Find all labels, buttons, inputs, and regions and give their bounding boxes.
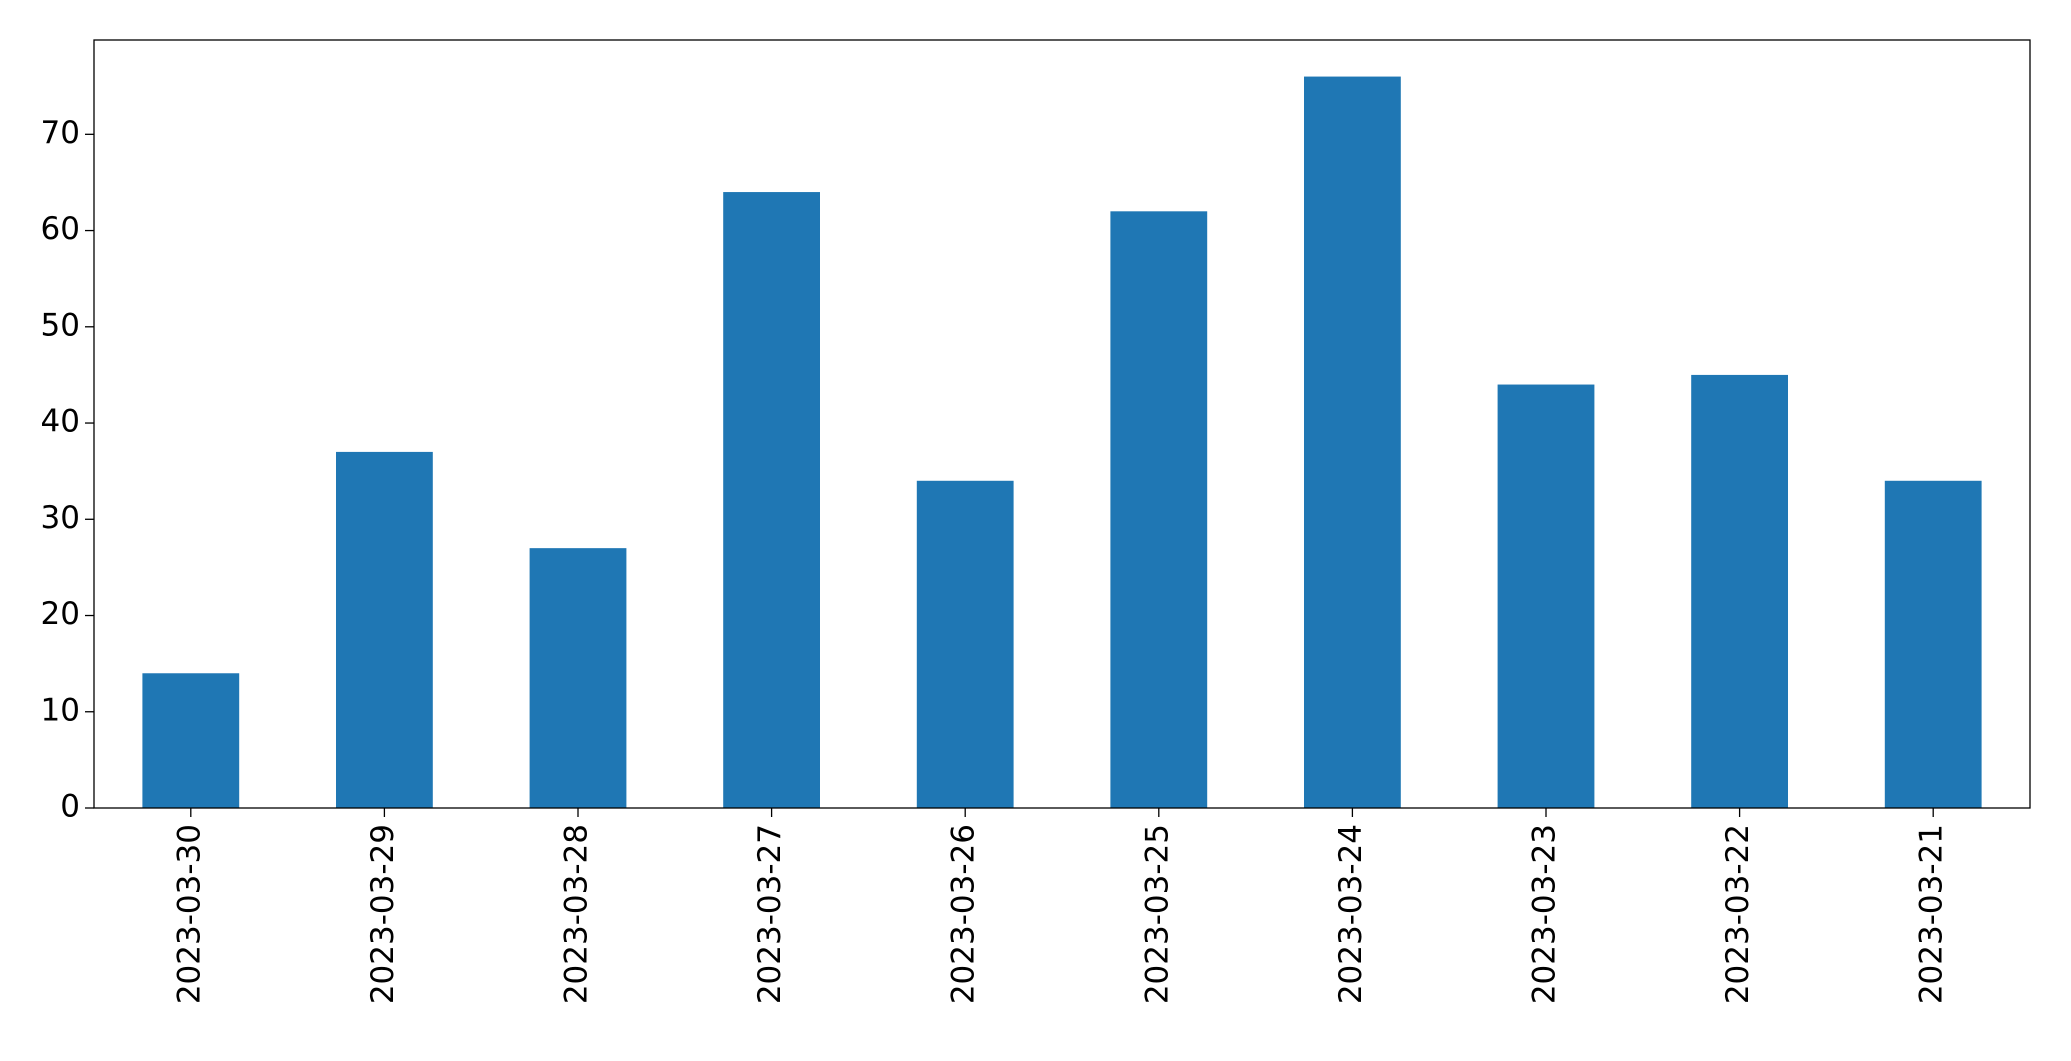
y-tick-label: 10 xyxy=(41,692,80,728)
y-tick-label: 20 xyxy=(41,596,80,632)
x-tick-label: 2023-03-25 xyxy=(1139,824,1175,1004)
bar xyxy=(1304,76,1401,809)
y-tick-label: 60 xyxy=(41,211,80,247)
bar xyxy=(336,451,433,808)
plot-frame xyxy=(93,39,2031,809)
y-tick-label: 40 xyxy=(41,404,80,440)
bar xyxy=(723,192,820,808)
x-tick-label: 2023-03-21 xyxy=(1914,824,1950,1004)
x-tick-label: 2023-03-22 xyxy=(1720,824,1756,1004)
bar xyxy=(916,480,1014,808)
x-tick-label: 2023-03-30 xyxy=(171,824,207,1004)
x-tick-label: 2023-03-28 xyxy=(559,824,595,1004)
bar xyxy=(1110,211,1208,808)
x-tick-label: 2023-03-24 xyxy=(1333,824,1369,1004)
y-tick-label: 0 xyxy=(60,789,80,825)
x-tick-label: 2023-03-23 xyxy=(1527,824,1563,1004)
bar xyxy=(1691,374,1788,808)
x-tick-label: 2023-03-27 xyxy=(752,824,788,1004)
bar xyxy=(529,548,627,808)
x-tick-label: 2023-03-26 xyxy=(946,824,982,1004)
y-tick-label: 70 xyxy=(41,115,80,151)
bar xyxy=(1884,480,1982,808)
y-tick-label: 50 xyxy=(41,307,80,343)
bar xyxy=(142,673,240,808)
y-tick-label: 30 xyxy=(41,500,80,536)
x-tick-label: 2023-03-29 xyxy=(365,824,401,1004)
bar xyxy=(1497,384,1595,808)
